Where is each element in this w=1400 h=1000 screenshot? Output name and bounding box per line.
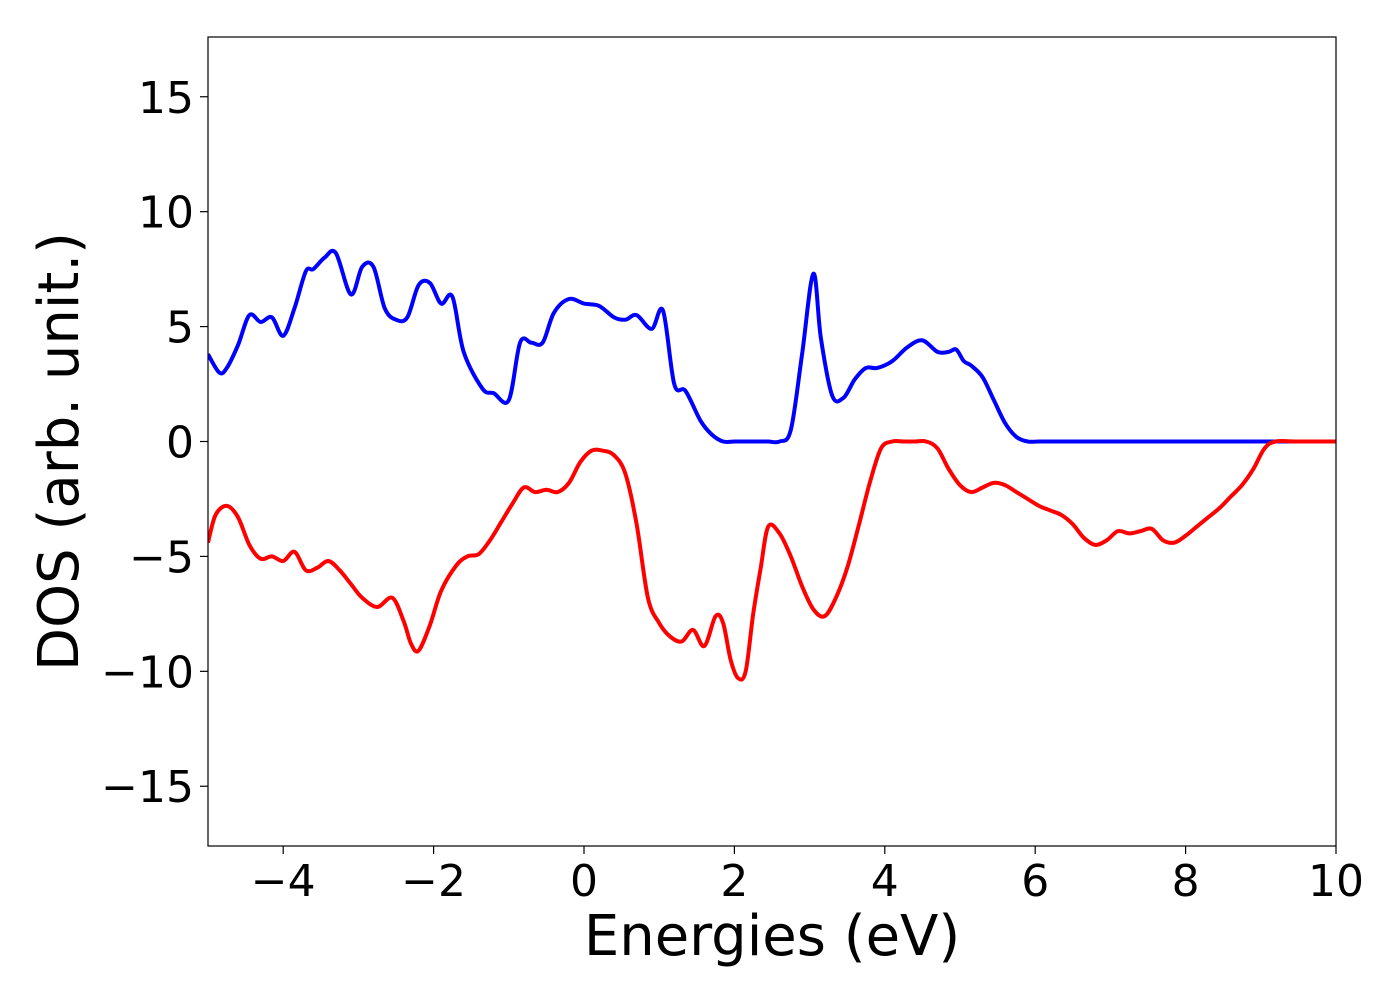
x-tick-label: 4 bbox=[871, 856, 899, 907]
y-axis-label: DOS (arb. unit.) bbox=[27, 232, 92, 671]
x-tick-label: −2 bbox=[401, 856, 466, 907]
x-tick-label: 8 bbox=[1172, 856, 1200, 907]
series-line-lower bbox=[208, 438, 1336, 682]
y-tick-label: 0 bbox=[166, 418, 194, 469]
x-tick-label: 0 bbox=[570, 856, 598, 907]
x-tick-label: 6 bbox=[1021, 856, 1049, 907]
x-axis-ticks: −4 −2 0 2 4 6 8 10 bbox=[251, 846, 1364, 907]
y-tick-label: −15 bbox=[101, 762, 194, 813]
y-tick-label: −5 bbox=[129, 532, 194, 583]
y-axis-ticks: −15 −10 −5 0 5 10 15 bbox=[101, 73, 208, 813]
series-layer bbox=[208, 248, 1336, 682]
y-tick-label: 15 bbox=[138, 73, 194, 124]
y-tick-label: −10 bbox=[101, 647, 194, 698]
x-tick-label: 10 bbox=[1308, 856, 1364, 907]
y-tick-label: 5 bbox=[166, 303, 194, 354]
x-axis-label: Energies (eV) bbox=[584, 904, 960, 969]
x-tick-label: −4 bbox=[251, 856, 316, 907]
x-tick-label: 2 bbox=[720, 856, 748, 907]
series-line-upper bbox=[208, 248, 1336, 445]
y-tick-label: 10 bbox=[138, 188, 194, 239]
